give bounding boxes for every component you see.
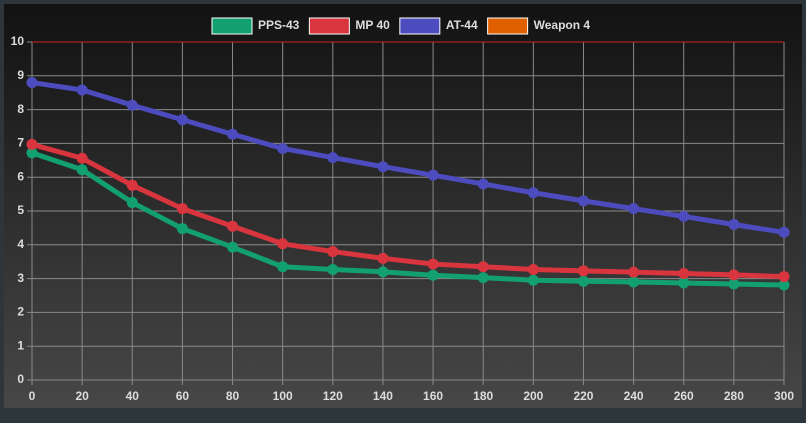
point: [427, 258, 439, 270]
point: [778, 271, 790, 283]
y-tick-label: 7: [17, 136, 24, 150]
point: [26, 147, 38, 159]
point: [377, 161, 389, 173]
point: [76, 164, 88, 176]
x-tick-label: 260: [674, 389, 694, 403]
point: [778, 226, 790, 238]
y-tick-label: 8: [17, 102, 24, 116]
x-tick-label: 240: [624, 389, 644, 403]
x-tick-label: 40: [126, 389, 140, 403]
x-tick-label: 120: [323, 389, 343, 403]
point: [778, 279, 790, 291]
point: [427, 169, 439, 181]
point: [628, 203, 640, 215]
x-tick-label: 160: [423, 389, 443, 403]
series-line: [31, 80, 785, 235]
x-tick-label: 0: [29, 389, 36, 403]
point: [76, 152, 88, 164]
point: [527, 274, 539, 286]
legend-label[interactable]: PPS-43: [258, 18, 300, 32]
x-tick-label: 280: [724, 389, 744, 403]
x-tick-label: 200: [523, 389, 543, 403]
legend-swatch[interactable]: [487, 17, 529, 35]
legend-swatch[interactable]: [399, 17, 441, 35]
panel: [4, 4, 802, 408]
point: [126, 197, 138, 209]
point: [527, 187, 539, 199]
y-tick-label: 2: [17, 305, 24, 319]
point: [176, 114, 188, 126]
point: [176, 223, 188, 235]
point: [577, 265, 589, 277]
point: [277, 238, 289, 250]
legend-label[interactable]: Weapon 4: [534, 18, 591, 32]
point: [628, 266, 640, 278]
point: [26, 77, 38, 89]
legend-swatch[interactable]: [211, 17, 253, 35]
point: [678, 210, 690, 222]
series-line: [31, 142, 785, 280]
x-tick-label: 20: [75, 389, 89, 403]
point: [76, 84, 88, 96]
point: [377, 252, 389, 264]
legend-swatch[interactable]: [308, 17, 350, 35]
point: [327, 152, 339, 164]
point: [678, 277, 690, 289]
y-tick-label: 0: [17, 372, 24, 386]
point: [227, 241, 239, 253]
x-tick-label: 300: [774, 389, 794, 403]
x-tick-label: 60: [176, 389, 190, 403]
point: [227, 220, 239, 232]
point: [678, 268, 690, 280]
x-tick-label: 220: [573, 389, 593, 403]
point: [628, 276, 640, 288]
point: [728, 278, 740, 290]
point: [477, 261, 489, 273]
legend-label[interactable]: MP 40: [355, 18, 390, 32]
point: [176, 203, 188, 215]
point: [227, 128, 239, 140]
x-tick-label: 100: [273, 389, 293, 403]
series-line: [31, 150, 785, 288]
point: [527, 263, 539, 275]
point: [427, 269, 439, 281]
point: [126, 179, 138, 191]
y-tick-label: 9: [17, 68, 24, 82]
point: [477, 178, 489, 190]
y-tick-label: 5: [17, 203, 24, 217]
point: [277, 261, 289, 273]
y-tick-label: 1: [17, 338, 24, 352]
point: [477, 272, 489, 284]
point: [327, 263, 339, 275]
y-tick-label: 3: [17, 271, 24, 285]
point: [277, 142, 289, 154]
y-tick-label: 4: [17, 237, 24, 251]
point: [327, 246, 339, 258]
y-tick-label: 6: [17, 169, 24, 183]
point: [577, 195, 589, 207]
y-tick-label: 10: [11, 34, 25, 48]
x-tick-label: 140: [373, 389, 393, 403]
x-tick-label: 80: [226, 389, 240, 403]
point: [26, 138, 38, 150]
legend-label[interactable]: AT-44: [446, 18, 478, 32]
point: [126, 99, 138, 111]
x-tick-label: 180: [473, 389, 493, 403]
point: [728, 219, 740, 231]
point: [577, 275, 589, 287]
point: [728, 269, 740, 281]
point: [377, 266, 389, 278]
